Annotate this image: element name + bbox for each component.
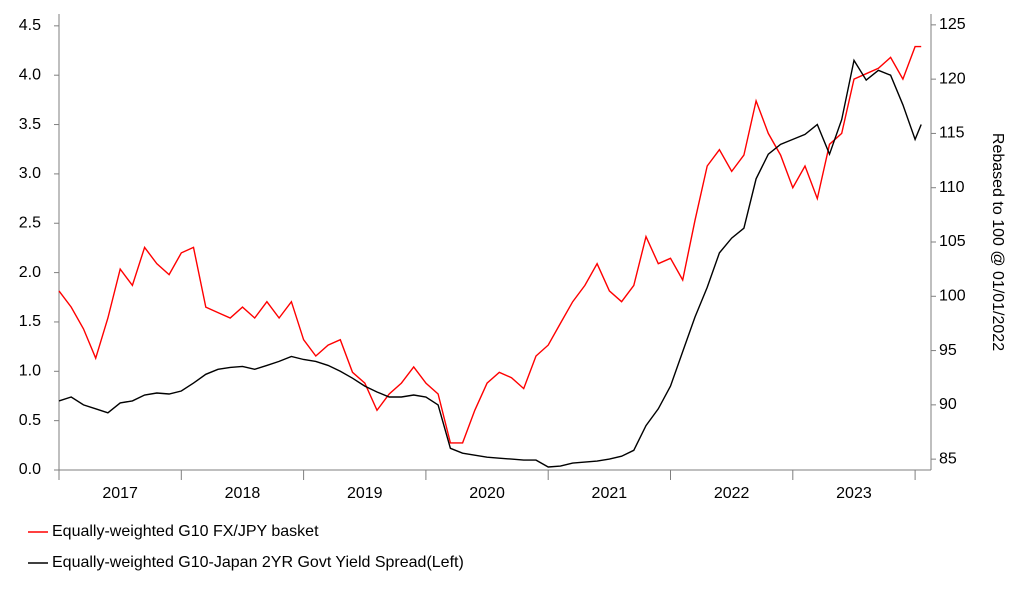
y-tick-label: 1.5 (19, 313, 41, 330)
y2-tick-label: 85 (939, 450, 957, 467)
y-tick-label: 0.0 (19, 461, 41, 478)
data-line (58, 45, 922, 444)
x-tick-label: 2023 (836, 485, 872, 502)
data-line (58, 58, 922, 468)
y-tick-label: 2.0 (19, 264, 41, 281)
y-tick-label: 3.5 (19, 116, 41, 133)
x-tick-label: 2018 (225, 485, 261, 502)
y-tick-label: 3.0 (19, 165, 41, 182)
y-tick-label: 1.0 (19, 363, 41, 380)
legend-label: Equally-weighted G10 FX/JPY basket (52, 523, 319, 540)
y2-tick-label: 110 (939, 179, 965, 196)
x-tick-label: 2019 (347, 485, 383, 502)
y2-tick-label: 90 (939, 396, 957, 413)
y2-axis-label: Rebased to 100 @ 01/01/2022 (989, 133, 1006, 351)
y2-tick-label: 105 (939, 233, 966, 250)
y-tick-label: 4.0 (19, 66, 41, 83)
x-tick-label: 2022 (714, 485, 750, 502)
y2-tick-label: 100 (939, 288, 966, 305)
y-tick-label: 2.5 (19, 214, 41, 231)
y2-tick-label: 95 (939, 342, 957, 359)
x-tick-label: 2017 (102, 485, 138, 502)
y-tick-label: 4.5 (19, 17, 41, 34)
x-tick-label: 2021 (592, 485, 628, 502)
y-tick-label: 0.5 (19, 412, 41, 429)
legend-label: Equally-weighted G10-Japan 2YR Govt Yiel… (52, 554, 464, 571)
x-tick-label: 2020 (469, 485, 505, 502)
y2-tick-label: 115 (939, 125, 965, 142)
y2-tick-label: 120 (939, 70, 966, 87)
y2-tick-label: 125 (939, 16, 966, 33)
